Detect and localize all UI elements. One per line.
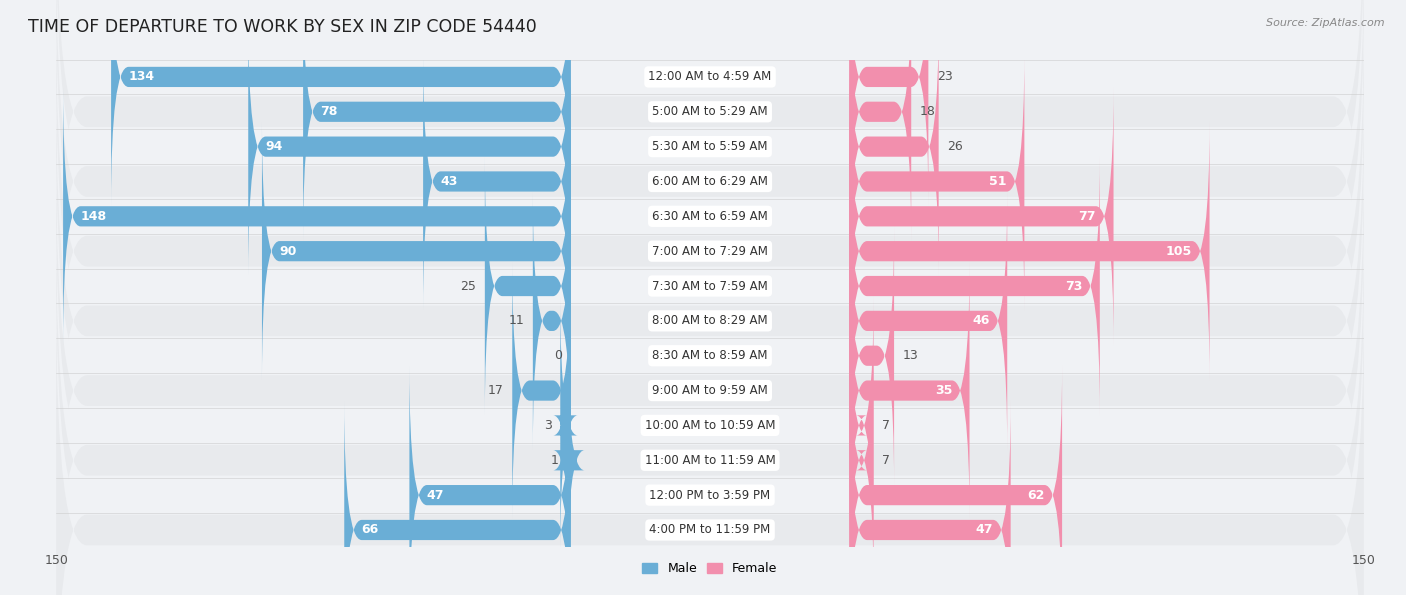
FancyBboxPatch shape [56,301,1364,595]
Text: 3: 3 [544,419,551,432]
FancyBboxPatch shape [533,192,571,450]
Text: 73: 73 [1064,280,1083,293]
Text: 35: 35 [935,384,952,397]
Legend: Male, Female: Male, Female [637,557,783,580]
FancyBboxPatch shape [849,296,873,555]
FancyBboxPatch shape [849,87,1114,346]
FancyBboxPatch shape [56,197,1364,595]
FancyBboxPatch shape [56,92,1364,550]
FancyBboxPatch shape [849,0,928,206]
Text: 77: 77 [1078,210,1097,223]
Text: 0: 0 [554,349,562,362]
FancyBboxPatch shape [56,0,1364,410]
Text: 13: 13 [903,349,918,362]
Text: 46: 46 [973,314,990,327]
Text: 66: 66 [361,524,380,537]
FancyBboxPatch shape [249,17,571,276]
FancyBboxPatch shape [111,0,571,206]
Text: 47: 47 [976,524,993,537]
FancyBboxPatch shape [423,52,571,311]
FancyBboxPatch shape [56,0,1364,375]
Text: 6:00 AM to 6:29 AM: 6:00 AM to 6:29 AM [652,175,768,188]
Text: 148: 148 [80,210,107,223]
FancyBboxPatch shape [849,17,939,276]
FancyBboxPatch shape [56,0,1364,306]
Text: TIME OF DEPARTURE TO WORK BY SEX IN ZIP CODE 54440: TIME OF DEPARTURE TO WORK BY SEX IN ZIP … [28,18,537,36]
Text: 8:30 AM to 8:59 AM: 8:30 AM to 8:59 AM [652,349,768,362]
Text: 90: 90 [280,245,297,258]
FancyBboxPatch shape [409,366,571,595]
Text: 43: 43 [440,175,458,188]
FancyBboxPatch shape [56,231,1364,595]
FancyBboxPatch shape [849,227,894,485]
Text: 78: 78 [321,105,337,118]
FancyBboxPatch shape [344,400,571,595]
Text: 9:00 AM to 9:59 AM: 9:00 AM to 9:59 AM [652,384,768,397]
Text: 7:30 AM to 7:59 AM: 7:30 AM to 7:59 AM [652,280,768,293]
FancyBboxPatch shape [849,261,970,520]
Text: 11: 11 [509,314,524,327]
Text: Source: ZipAtlas.com: Source: ZipAtlas.com [1267,18,1385,28]
FancyBboxPatch shape [512,261,571,520]
Text: 134: 134 [128,70,155,83]
FancyBboxPatch shape [56,267,1364,595]
FancyBboxPatch shape [485,156,571,415]
Text: 7: 7 [882,454,890,466]
Text: 23: 23 [936,70,953,83]
Text: 18: 18 [920,105,936,118]
FancyBboxPatch shape [849,331,873,590]
Text: 47: 47 [427,488,444,502]
Text: 4:00 PM to 11:59 PM: 4:00 PM to 11:59 PM [650,524,770,537]
FancyBboxPatch shape [553,296,578,555]
FancyBboxPatch shape [56,0,1364,445]
FancyBboxPatch shape [849,400,1011,595]
Text: 7:00 AM to 7:29 AM: 7:00 AM to 7:29 AM [652,245,768,258]
Text: 1: 1 [551,454,558,466]
Text: 7: 7 [882,419,890,432]
FancyBboxPatch shape [56,127,1364,584]
Text: 8:00 AM to 8:29 AM: 8:00 AM to 8:29 AM [652,314,768,327]
FancyBboxPatch shape [56,162,1364,595]
FancyBboxPatch shape [63,87,571,346]
Text: 12:00 AM to 4:59 AM: 12:00 AM to 4:59 AM [648,70,772,83]
FancyBboxPatch shape [849,156,1099,415]
FancyBboxPatch shape [849,192,1007,450]
Text: 6:30 AM to 6:59 AM: 6:30 AM to 6:59 AM [652,210,768,223]
Text: 11:00 AM to 11:59 AM: 11:00 AM to 11:59 AM [645,454,775,466]
Text: 94: 94 [266,140,283,153]
FancyBboxPatch shape [849,366,1062,595]
FancyBboxPatch shape [553,331,585,590]
FancyBboxPatch shape [56,57,1364,515]
Text: 5:00 AM to 5:29 AM: 5:00 AM to 5:29 AM [652,105,768,118]
FancyBboxPatch shape [262,122,571,380]
Text: 51: 51 [990,175,1007,188]
FancyBboxPatch shape [849,122,1209,380]
FancyBboxPatch shape [56,23,1364,480]
Text: 12:00 PM to 3:59 PM: 12:00 PM to 3:59 PM [650,488,770,502]
FancyBboxPatch shape [304,0,571,241]
FancyBboxPatch shape [849,52,1025,311]
FancyBboxPatch shape [849,0,911,241]
Text: 17: 17 [488,384,503,397]
Text: 5:30 AM to 5:59 AM: 5:30 AM to 5:59 AM [652,140,768,153]
Text: 26: 26 [948,140,963,153]
Text: 105: 105 [1166,245,1192,258]
Text: 25: 25 [460,280,477,293]
Text: 10:00 AM to 10:59 AM: 10:00 AM to 10:59 AM [645,419,775,432]
Text: 62: 62 [1028,488,1045,502]
FancyBboxPatch shape [56,0,1364,340]
